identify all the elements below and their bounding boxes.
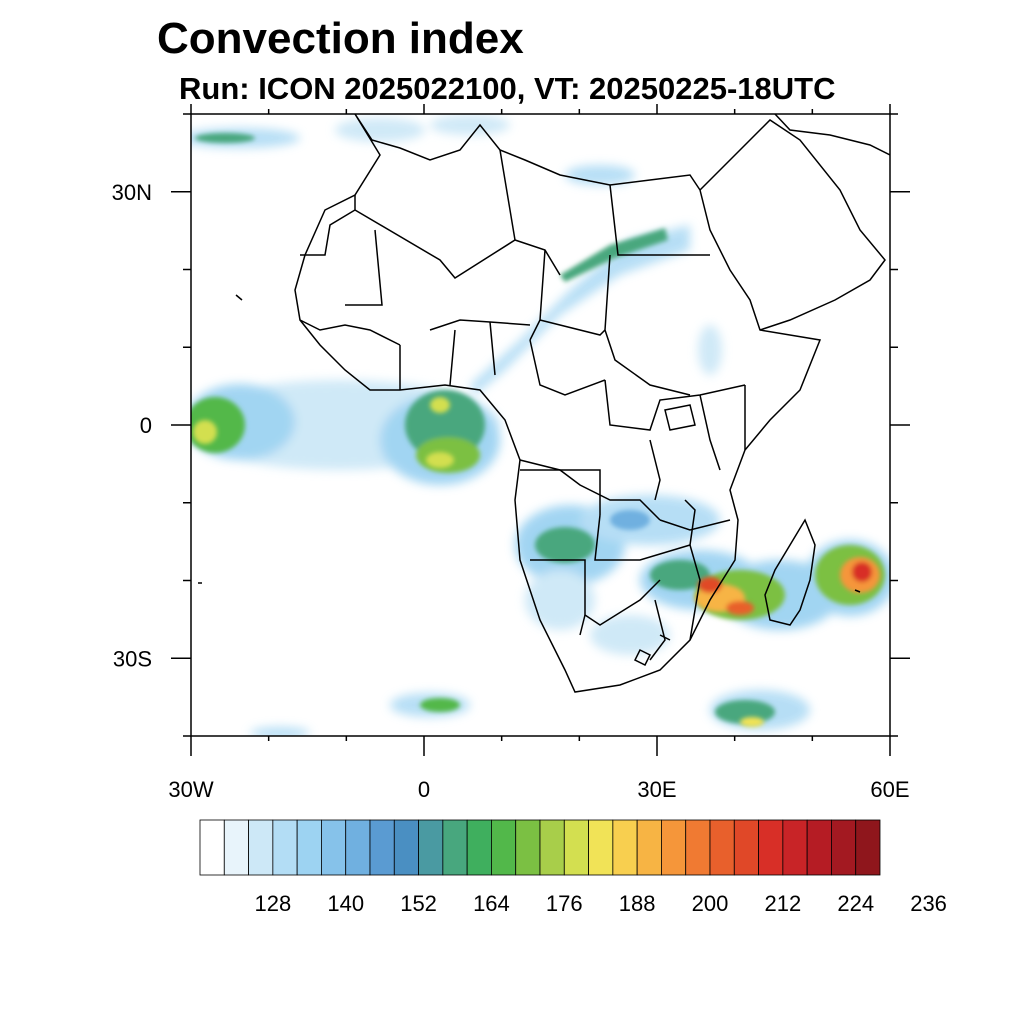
lon-tick-label: 30E [637, 777, 676, 802]
colorbar-swatch [588, 819, 614, 876]
colorbar-swatch [758, 819, 784, 876]
colorbar-swatch [636, 819, 662, 876]
colorbar-label: 164 [473, 891, 510, 916]
colorbar-label: 188 [619, 891, 656, 916]
colorbar-swatch [199, 819, 225, 876]
colorbar-swatch [831, 819, 857, 876]
colorbar-swatch [369, 819, 395, 876]
colorbar-label: 176 [546, 891, 583, 916]
colorbar-swatch [563, 819, 589, 876]
colorbar-swatch [855, 819, 881, 876]
colorbar-swatch [272, 819, 298, 876]
colorbar-swatch [709, 819, 735, 876]
convection-field [191, 115, 890, 736]
colorbar-label: 200 [692, 891, 729, 916]
colorbar-label: 212 [764, 891, 801, 916]
colorbar-swatch [661, 819, 687, 876]
colorbar-swatch [515, 819, 541, 876]
axis-labels: 30W 0 30E 60E 30N 0 30S [112, 180, 910, 802]
colorbar-swatch [539, 819, 565, 876]
chart-title: Convection index [157, 14, 524, 63]
colorbar-label: 236 [910, 891, 947, 916]
colorbar-swatch [685, 819, 711, 876]
lon-tick-label: 60E [870, 777, 909, 802]
colorbar-label: 152 [400, 891, 437, 916]
coastlines-borders [198, 114, 890, 693]
colorbar-swatch [782, 819, 808, 876]
colorbar [199, 819, 881, 876]
colorbar-swatch [321, 819, 347, 876]
lon-tick-label: 0 [418, 777, 430, 802]
colorbar-label: 140 [327, 891, 364, 916]
colorbar-swatch [393, 819, 419, 876]
colorbar-swatch [491, 819, 517, 876]
lat-tick-label: 0 [140, 413, 152, 438]
colorbar-swatch [612, 819, 638, 876]
colorbar-swatch [248, 819, 274, 876]
lat-tick-label: 30N [112, 180, 152, 205]
colorbar-swatch [223, 819, 249, 876]
colorbar-label: 224 [837, 891, 874, 916]
colorbar-labels: 128 140 152 164 176 188 200 212 224 236 [254, 891, 946, 916]
lat-tick-label: 30S [113, 646, 152, 671]
lon-tick-label: 30W [168, 777, 213, 802]
colorbar-swatch [466, 819, 492, 876]
axis-ticks [171, 104, 910, 756]
colorbar-swatch [733, 819, 759, 876]
colorbar-swatch [442, 819, 468, 876]
colorbar-swatch [296, 819, 322, 876]
colorbar-swatch [806, 819, 832, 876]
colorbar-swatch [418, 819, 444, 876]
chart-subtitle: Run: ICON 2025022100, VT: 20250225-18UTC [179, 71, 836, 106]
colorbar-swatch [345, 819, 371, 876]
colorbar-label: 128 [254, 891, 291, 916]
